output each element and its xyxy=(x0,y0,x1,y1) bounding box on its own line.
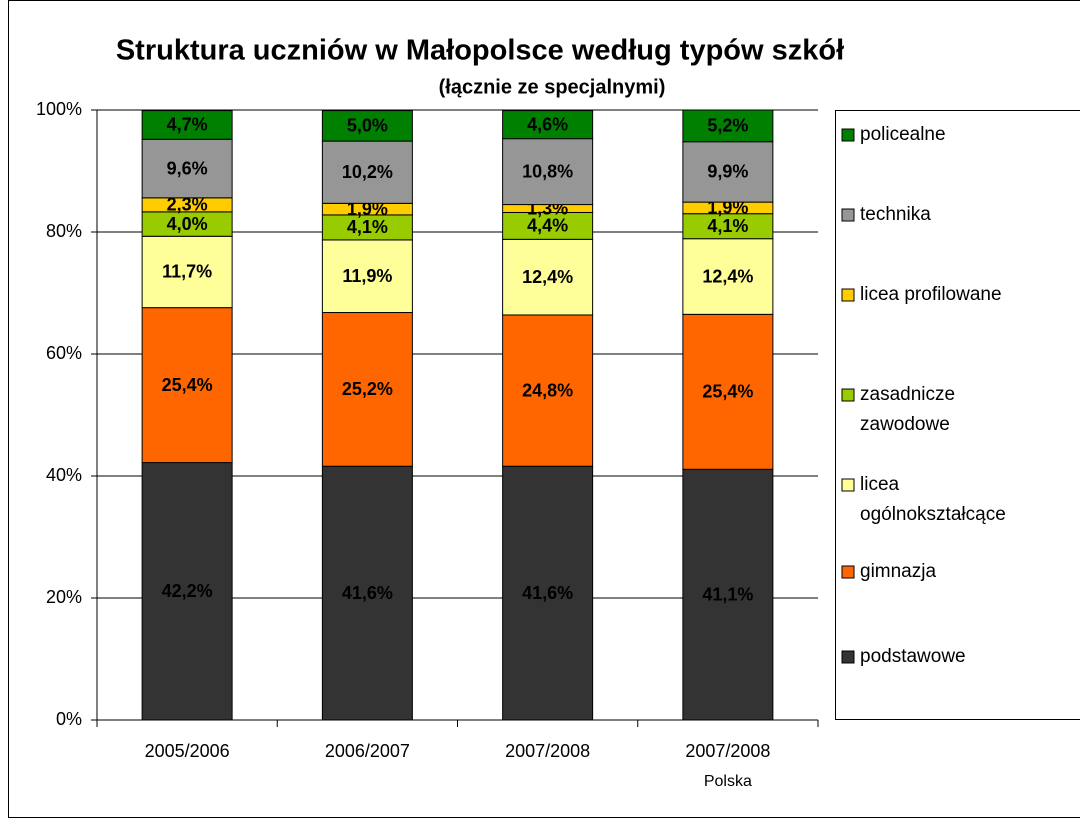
data-label: 11,9% xyxy=(342,266,392,286)
data-label: 10,2% xyxy=(342,162,393,182)
data-label: 12,4% xyxy=(702,266,753,286)
y-tick-label: 20% xyxy=(46,587,82,607)
data-label: 24,8% xyxy=(522,380,573,400)
data-label: 4,1% xyxy=(707,216,748,236)
bar-segment xyxy=(502,138,594,206)
legend-label: licea profilowane xyxy=(860,284,1002,305)
x-tick-label: 2006/2007 xyxy=(325,741,410,761)
legend-swatch xyxy=(841,478,855,492)
data-label: 25,4% xyxy=(162,375,213,395)
legend-swatch xyxy=(841,128,855,142)
chart-subtitle: (łącznie ze specjalnymi) xyxy=(439,76,666,98)
bar-segment xyxy=(502,465,594,721)
bar-segment xyxy=(502,238,594,316)
legend-box xyxy=(835,110,1080,720)
data-label: 41,1% xyxy=(702,584,753,604)
chart-title: Struktura uczniów w Małopolsce według ty… xyxy=(116,35,844,67)
bar-segment xyxy=(321,465,413,721)
y-tick-label: 60% xyxy=(46,343,82,363)
data-label: 12,4% xyxy=(522,267,573,287)
legend-label: policealne xyxy=(860,124,946,145)
legend-label-line: ogólnokształcące xyxy=(860,504,1006,525)
y-tick-label: 100% xyxy=(36,99,82,119)
legend-label: licea ogólnokształcące xyxy=(860,474,1006,525)
x-tick-label: 2007/2008 Polska xyxy=(685,741,770,790)
y-tick-label: 80% xyxy=(46,221,82,241)
data-label: 42,2% xyxy=(162,581,213,601)
legend-swatch xyxy=(841,388,855,402)
bar-segment xyxy=(141,235,233,309)
data-label: 1,9% xyxy=(707,198,748,218)
bar-segment xyxy=(141,138,233,199)
legend-swatch xyxy=(841,650,855,664)
x-tick-label-line: Polska xyxy=(704,773,752,790)
data-label: 4,4% xyxy=(527,216,568,236)
bar-segment xyxy=(321,140,413,204)
bar-segment xyxy=(682,141,774,203)
bar-segment xyxy=(321,110,413,142)
y-tick-label: 0% xyxy=(56,709,82,729)
x-tick-label: 2007/2008 xyxy=(505,741,590,761)
legend-swatch xyxy=(841,565,855,579)
bar-segment xyxy=(321,312,413,467)
data-label: 4,0% xyxy=(167,214,208,234)
data-label: 4,1% xyxy=(347,217,388,237)
y-tick-label: 40% xyxy=(46,465,82,485)
legend-label: technika xyxy=(860,204,931,225)
x-tick-label: 2005/2006 xyxy=(145,741,230,761)
legend-label: gimnazja xyxy=(860,561,936,582)
bar-segment xyxy=(502,211,594,240)
bar-segment xyxy=(141,462,233,721)
bar-segment xyxy=(502,110,594,140)
legend-swatch xyxy=(841,288,855,302)
data-label: 25,2% xyxy=(342,379,393,399)
data-label: 41,6% xyxy=(522,583,573,603)
legend-label: podstawowe xyxy=(860,646,966,667)
data-label: 9,6% xyxy=(167,158,208,178)
data-label: 4,7% xyxy=(167,115,208,135)
legend-label-line: licea xyxy=(860,474,900,495)
data-label: 2,3% xyxy=(167,195,208,215)
legend-label-line: zasadnicze xyxy=(860,384,955,405)
bar-segment xyxy=(502,314,594,467)
data-label: 10,8% xyxy=(522,161,573,181)
bar-segment xyxy=(141,211,233,237)
legend-swatch xyxy=(841,208,855,222)
data-label: 1,9% xyxy=(347,199,388,219)
data-label: 41,6% xyxy=(342,583,393,603)
bar-segment xyxy=(141,110,233,140)
legend-label-line: zawodowe xyxy=(860,414,950,435)
data-label: 25,4% xyxy=(702,382,753,402)
data-label: 11,7% xyxy=(162,262,212,282)
data-label: 9,9% xyxy=(707,162,748,182)
bar-segment xyxy=(682,313,774,470)
data-label: 5,0% xyxy=(347,116,388,136)
legend-label: zasadnicze zawodowe xyxy=(860,384,955,435)
data-label: 5,2% xyxy=(707,116,748,136)
bar-segment xyxy=(682,213,774,240)
data-label: 4,6% xyxy=(527,114,568,134)
x-tick-label-line: 2007/2008 xyxy=(685,741,770,761)
bar-segment xyxy=(141,307,233,464)
bar-segment xyxy=(682,238,774,315)
bar-segment xyxy=(682,109,774,143)
